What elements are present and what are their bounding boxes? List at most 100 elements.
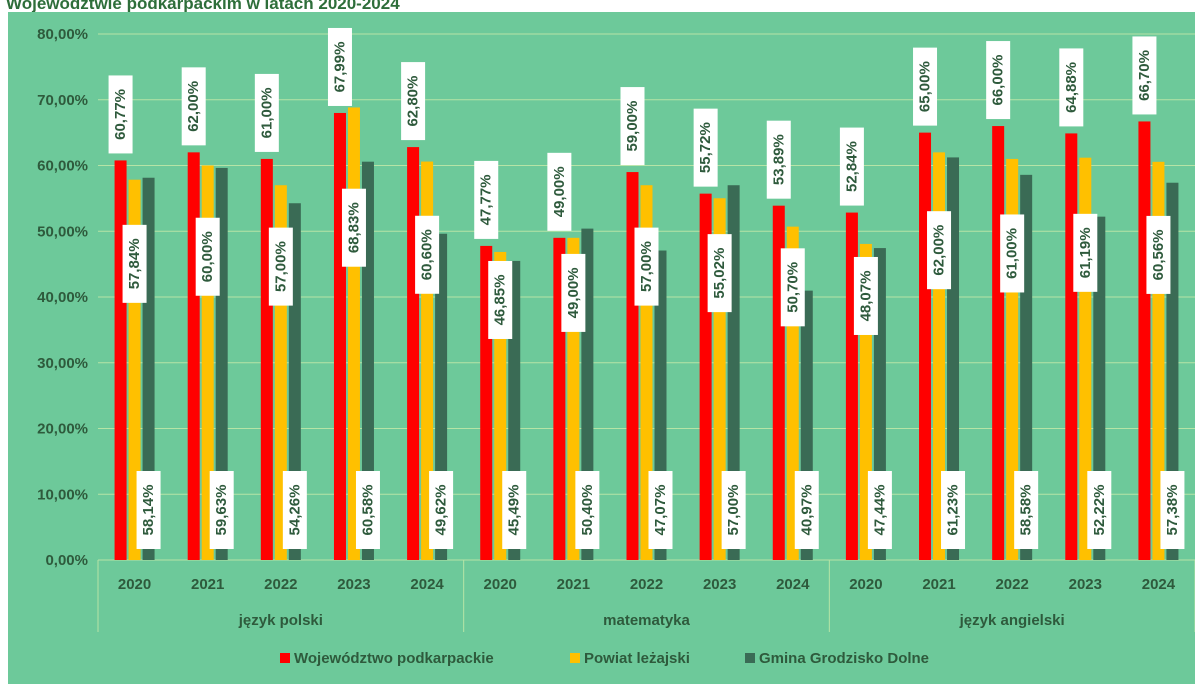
data-label-box — [986, 41, 1011, 120]
x-tick-label: 2022 — [264, 576, 297, 593]
data-label: 49,00% — [551, 166, 568, 217]
data-label: 68,83% — [345, 202, 362, 253]
data-label-box — [1000, 214, 1025, 293]
x-tick-label: 2023 — [1069, 576, 1102, 593]
data-label: 61,00% — [1004, 228, 1021, 279]
data-label: 55,72% — [697, 122, 714, 173]
data-label: 59,00% — [624, 101, 641, 152]
bar — [114, 160, 127, 560]
legend-swatch — [280, 653, 290, 663]
data-label-box — [282, 471, 307, 549]
data-label-box — [195, 217, 220, 296]
x-tick-label: 2020 — [484, 576, 517, 593]
data-label: 57,00% — [725, 485, 742, 536]
group-label: język polski — [238, 612, 323, 629]
data-label-box — [1160, 471, 1185, 549]
y-tick-label: 40,00% — [37, 289, 88, 306]
y-tick-label: 50,00% — [37, 223, 88, 240]
data-label: 52,84% — [843, 141, 860, 192]
data-label-box — [209, 471, 234, 549]
data-label-box — [620, 87, 645, 166]
data-label-box — [1073, 213, 1098, 292]
x-tick-label: 2021 — [557, 576, 590, 593]
data-label: 46,85% — [492, 275, 509, 326]
legend-swatch — [570, 653, 580, 663]
bar — [919, 132, 932, 560]
data-label-box — [355, 471, 380, 549]
data-label: 60,77% — [112, 89, 129, 140]
data-label: 47,44% — [871, 485, 888, 536]
data-label-box — [327, 27, 352, 106]
data-label: 49,62% — [433, 485, 450, 536]
data-label-box — [839, 127, 864, 206]
data-label-box — [575, 471, 600, 549]
data-label: 67,99% — [331, 42, 348, 93]
data-label: 60,60% — [419, 229, 436, 280]
data-label-box — [1087, 471, 1112, 549]
data-label: 64,88% — [1063, 62, 1080, 113]
chart-title: Województwie podkarpackim w latach 2020-… — [6, 0, 400, 13]
data-label: 62,00% — [931, 225, 948, 276]
bar — [187, 152, 200, 560]
bar — [1138, 121, 1151, 560]
x-tick-label: 2023 — [703, 576, 736, 593]
data-label: 50,70% — [784, 262, 801, 313]
legend-label: Województwo podkarpackie — [294, 650, 494, 667]
y-tick-label: 60,00% — [37, 158, 88, 175]
data-label-box — [867, 471, 892, 549]
data-label-box — [474, 160, 499, 239]
data-label-box — [780, 248, 805, 327]
data-label-box — [1014, 471, 1039, 549]
data-label: 66,70% — [1136, 50, 1153, 101]
x-tick-label: 2024 — [1142, 576, 1176, 593]
data-label-box — [561, 253, 586, 332]
data-label-box — [108, 75, 133, 154]
group-label: matematyka — [603, 612, 690, 629]
y-tick-label: 20,00% — [37, 421, 88, 438]
data-label-box — [547, 152, 572, 231]
data-label: 50,40% — [579, 485, 596, 536]
data-label: 57,84% — [126, 238, 143, 289]
data-label-box — [721, 471, 746, 549]
data-label-box — [401, 62, 426, 141]
bar — [1065, 133, 1078, 560]
data-label-box — [1059, 48, 1084, 127]
data-label: 60,00% — [199, 231, 216, 282]
data-label: 62,00% — [185, 81, 202, 132]
group-label: język angielski — [959, 612, 1065, 629]
y-tick-label: 0,00% — [45, 552, 88, 569]
data-label: 47,07% — [652, 485, 669, 536]
y-tick-label: 10,00% — [37, 486, 88, 503]
data-label: 45,49% — [506, 485, 523, 536]
x-tick-label: 2024 — [410, 576, 444, 593]
data-label: 59,63% — [213, 485, 230, 536]
data-label: 48,07% — [857, 271, 874, 322]
legend-swatch — [745, 653, 755, 663]
data-label: 55,02% — [711, 248, 728, 299]
bar — [333, 112, 346, 560]
legend-label: Powiat leżajski — [584, 650, 690, 667]
legend-label: Gmina Grodzisko Dolne — [759, 650, 929, 667]
data-label-box — [1146, 215, 1171, 294]
data-label: 66,00% — [990, 55, 1007, 106]
data-label-box — [794, 471, 819, 549]
data-label-box — [268, 227, 293, 306]
data-label-box — [136, 471, 161, 549]
data-label: 53,89% — [770, 134, 787, 185]
bar-chart: 0,00% 10,00% 20,00% 30,00% 40,00% 50,00% 60,00… — [37, 26, 1195, 667]
data-label-box — [707, 234, 732, 313]
data-label: 61,19% — [1077, 227, 1094, 278]
data-label-box — [502, 471, 527, 549]
data-label: 58,58% — [1018, 485, 1035, 536]
x-tick-label: 2021 — [191, 576, 224, 593]
data-label-box — [122, 224, 147, 303]
data-label: 52,22% — [1091, 485, 1108, 536]
data-label-box — [634, 227, 659, 306]
y-tick-label: 80,00% — [37, 26, 88, 43]
data-label: 57,00% — [638, 241, 655, 292]
chart-area: 0,00% 10,00% 20,00% 30,00% 40,00% 50,00% 60,00… — [8, 12, 1195, 684]
bar — [260, 158, 273, 561]
data-label: 65,00% — [917, 61, 934, 112]
data-label-box — [941, 471, 966, 549]
data-label: 57,00% — [272, 241, 289, 292]
